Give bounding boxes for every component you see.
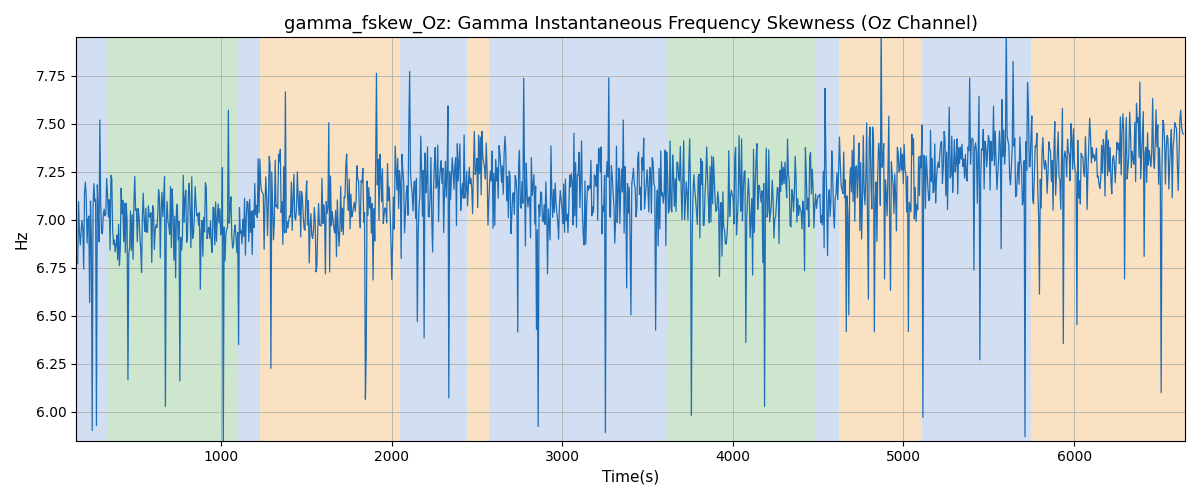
Y-axis label: Hz: Hz bbox=[14, 230, 30, 249]
Bar bbox=[839, 38, 923, 440]
Bar bbox=[107, 38, 238, 440]
Title: gamma_fskew_Oz: Gamma Instantaneous Frequency Skewness (Oz Channel): gamma_fskew_Oz: Gamma Instantaneous Freq… bbox=[283, 15, 978, 34]
Bar bbox=[816, 38, 839, 440]
Bar bbox=[923, 38, 1032, 440]
Bar bbox=[467, 38, 488, 440]
Bar bbox=[1032, 38, 1184, 440]
Bar bbox=[260, 38, 400, 440]
Bar bbox=[488, 38, 668, 440]
Bar bbox=[76, 38, 107, 440]
Bar bbox=[668, 38, 686, 440]
X-axis label: Time(s): Time(s) bbox=[602, 470, 659, 485]
Bar bbox=[238, 38, 260, 440]
Bar bbox=[400, 38, 467, 440]
Bar bbox=[686, 38, 816, 440]
